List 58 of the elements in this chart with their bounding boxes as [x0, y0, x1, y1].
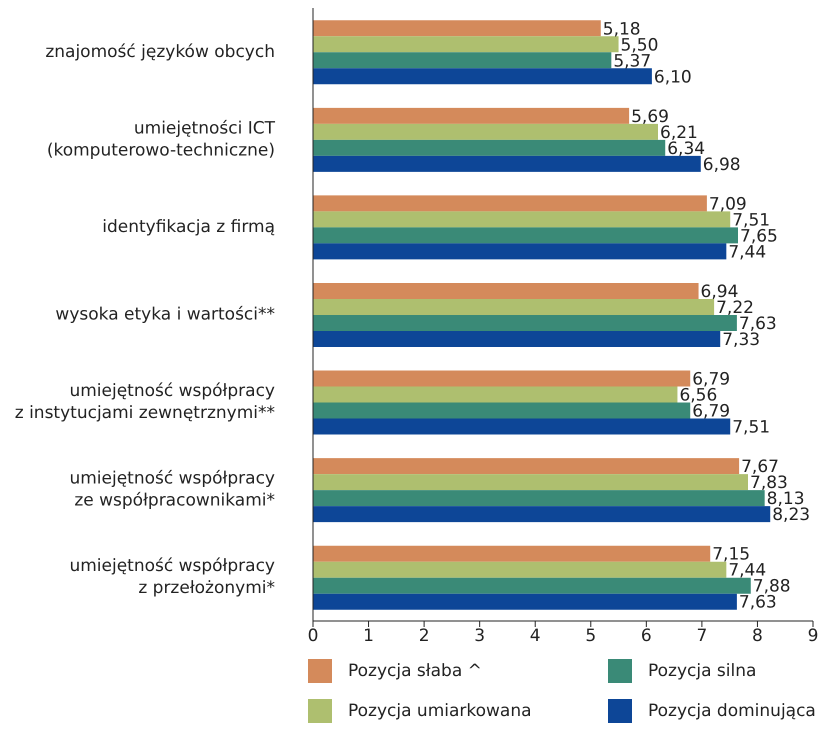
x-tick-label: 8: [752, 626, 763, 646]
bar: [313, 227, 738, 244]
bar: [313, 386, 678, 403]
data-label: 6,10: [654, 67, 692, 88]
bar: [313, 418, 730, 435]
x-tick-label: 4: [530, 626, 541, 646]
data-label: 7,33: [722, 330, 760, 350]
y-tick-label: znajomość języków obcych: [45, 41, 275, 62]
x-tick-label: 2: [418, 626, 430, 646]
data-label: 6,98: [702, 154, 741, 175]
x-tick-label: 5: [585, 626, 596, 646]
bar: [313, 36, 619, 52]
legend-label: Pozycja silna: [648, 661, 756, 681]
bar: [313, 108, 630, 124]
bar: [313, 474, 748, 490]
y-tick-label: wysoka etyka i wartości**: [55, 304, 275, 324]
bar: [313, 156, 701, 172]
bar: [313, 370, 690, 387]
bar: [313, 506, 770, 522]
y-tick-label: umiejętność współpracy ze współpracownikami*: [69, 468, 275, 510]
bar: [313, 282, 699, 299]
bar: [313, 20, 601, 36]
data-label: 7,09: [708, 194, 747, 214]
data-label: 6,79: [692, 402, 730, 422]
bar: [313, 298, 714, 315]
y-tick-label: identyfikacja z firmą: [102, 216, 275, 237]
bar: [313, 402, 690, 419]
data-label: 7,51: [732, 418, 770, 438]
x-tick-label: 3: [474, 626, 486, 646]
y-tick-label: umiejętność współpracy z instytucjami zewnętrznymi**: [14, 380, 275, 423]
bar: [313, 578, 751, 594]
x-tick-label: 9: [808, 626, 818, 646]
data-label: 8,23: [772, 505, 810, 526]
data-label: 6,34: [667, 138, 706, 159]
bar: [313, 52, 612, 68]
bar: [313, 314, 737, 331]
y-tick-label: umiejętności ICT (komputerowo-techniczne): [46, 118, 276, 160]
bar: [313, 195, 707, 212]
bar: [313, 594, 737, 610]
x-tick-label: 6: [640, 626, 652, 646]
x-tick-label: 7: [696, 626, 708, 646]
legend-label: Pozycja słaba ^: [348, 661, 482, 681]
bar: [313, 124, 658, 140]
bar: [313, 458, 740, 474]
bar: [313, 211, 730, 228]
bar: [313, 490, 765, 506]
data-label: 7,63: [738, 592, 777, 613]
bar: [313, 140, 666, 156]
legend-label: Pozycja umiarkowana: [348, 701, 532, 721]
legend-label: Pozycja dominująca: [648, 701, 816, 721]
bar: [313, 546, 710, 562]
x-tick-label: 0: [308, 626, 318, 646]
x-tick-label: 1: [363, 626, 374, 646]
bar: [313, 562, 726, 578]
bar: [313, 243, 726, 260]
bar: [313, 330, 720, 347]
bar: [313, 68, 652, 84]
y-tick-label: umiejętność współpracy z przełożonymi*: [69, 556, 275, 598]
